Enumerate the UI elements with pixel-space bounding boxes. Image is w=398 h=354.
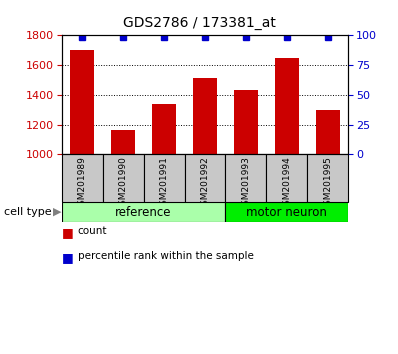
Text: count: count [78, 226, 107, 236]
Bar [103, 154, 144, 202]
Bar [225, 154, 266, 202]
Text: cell type: cell type [4, 207, 52, 217]
Bar [144, 154, 185, 202]
Bar [111, 131, 135, 154]
Bar [225, 202, 348, 222]
Bar [193, 79, 217, 154]
Text: GSM201995: GSM201995 [323, 156, 332, 211]
Bar [266, 154, 307, 202]
Text: percentile rank within the sample: percentile rank within the sample [78, 251, 254, 261]
Text: GSM201989: GSM201989 [78, 156, 87, 211]
Bar [152, 104, 176, 154]
Text: GSM201992: GSM201992 [201, 156, 209, 211]
Bar [234, 90, 258, 154]
Text: ■: ■ [62, 251, 74, 264]
Bar [62, 202, 225, 222]
Bar [185, 154, 225, 202]
Bar [316, 110, 340, 154]
Text: ■: ■ [62, 226, 74, 239]
Text: GDS2786 / 173381_at: GDS2786 / 173381_at [123, 16, 275, 30]
Text: GSM201994: GSM201994 [282, 156, 291, 211]
Text: reference: reference [115, 206, 172, 218]
Text: motor neuron: motor neuron [246, 206, 327, 218]
Text: GSM201991: GSM201991 [160, 156, 168, 211]
Bar [275, 58, 299, 154]
Text: ▶: ▶ [53, 207, 61, 217]
Text: GSM201993: GSM201993 [242, 156, 250, 211]
Bar [70, 50, 94, 154]
Bar [307, 154, 348, 202]
Text: GSM201990: GSM201990 [119, 156, 128, 211]
Bar [62, 154, 103, 202]
